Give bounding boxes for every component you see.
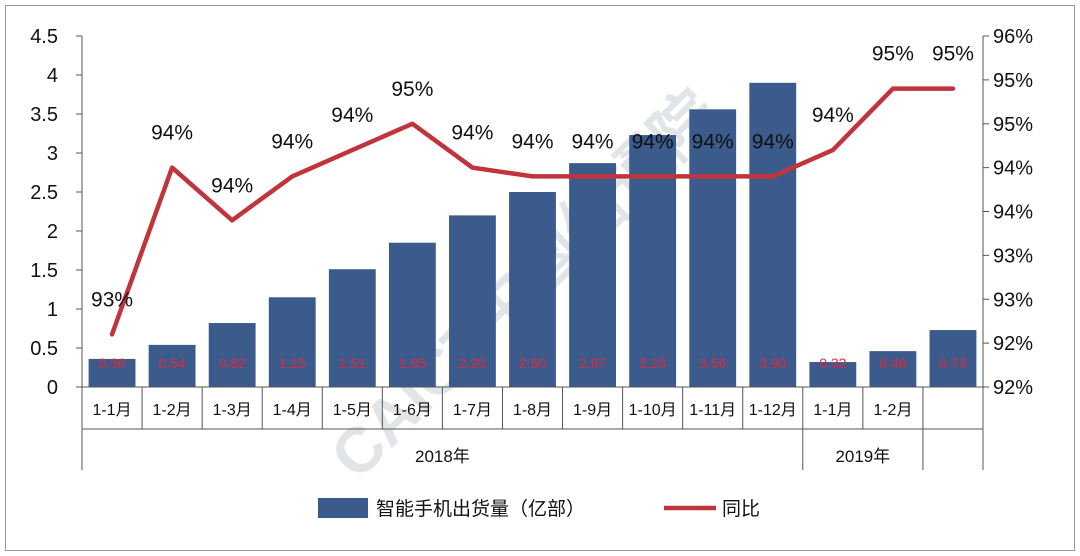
- yoy-value-label: 94%: [632, 130, 674, 153]
- yoy-value-label: 94%: [692, 130, 734, 153]
- yoy-value-label: 95%: [872, 43, 914, 66]
- y-right-tick-label: 92%: [993, 333, 1033, 355]
- bar: [208, 323, 256, 387]
- y-left-tick-label: 1: [47, 299, 58, 321]
- bar: [268, 297, 316, 387]
- category-label: 1-6月: [393, 402, 432, 419]
- y-left-tick-label: 1.5: [30, 260, 58, 282]
- category-label: 1-11月: [689, 402, 736, 419]
- bar-value-label: 0.73: [939, 355, 966, 371]
- category-label: 1-12月: [749, 402, 797, 419]
- group-label: 2019年: [835, 447, 890, 466]
- bar: [869, 351, 917, 387]
- yoy-value-label: 95%: [932, 43, 974, 66]
- y-right-tick-label: 94%: [993, 202, 1033, 224]
- bar-value-label: 1.51: [339, 355, 366, 371]
- category-label: 1-1月: [92, 402, 131, 419]
- bar-value-label: 2.50: [519, 355, 546, 371]
- chart-frame: [5, 5, 1075, 551]
- bar-value-label: 3.23: [639, 355, 666, 371]
- bar: [449, 215, 496, 387]
- bar-value-label: 2.87: [579, 355, 606, 371]
- category-label: 1-2月: [153, 402, 192, 419]
- bar-value-label: 1.15: [279, 355, 306, 371]
- category-label: 1-2月: [873, 402, 912, 419]
- yoy-value-label: 94%: [151, 122, 193, 145]
- y-left-tick-label: 2.5: [30, 182, 58, 204]
- y-left-tick-label: 2: [47, 221, 58, 243]
- y-left-tick-label: 4: [47, 65, 58, 87]
- yoy-value-label: 94%: [271, 130, 313, 153]
- category-label: 1-7月: [453, 402, 492, 419]
- bar-value-label: 0.46: [879, 355, 906, 371]
- yoy-line: [109, 86, 956, 337]
- y-left-tick-label: 0.5: [30, 338, 58, 360]
- bar: [629, 135, 677, 387]
- group-label: 2018年: [415, 447, 470, 466]
- bar: [88, 358, 136, 387]
- bar-value-label: 0.32: [819, 355, 846, 371]
- bar: [328, 269, 376, 387]
- bar-value-label: 0.82: [219, 355, 246, 371]
- legend-line-label: 同比: [722, 498, 760, 520]
- category-label: 1-9月: [573, 402, 612, 419]
- bar: [749, 82, 797, 388]
- y-left-tick-label: 3.5: [30, 104, 58, 126]
- yoy-value-label: 94%: [511, 130, 553, 153]
- y-right-tick-label: 94%: [993, 158, 1033, 180]
- category-label: 1-1月: [813, 402, 852, 419]
- yoy-value-label: 94%: [752, 130, 794, 153]
- legend: 智能手机出货量（亿部） 同比: [318, 498, 760, 520]
- y-left-tick-label: 4.5: [30, 26, 58, 48]
- y-left-tick-label: 3: [47, 143, 58, 165]
- category-label: 1-3月: [213, 402, 252, 419]
- yoy-value-label: 94%: [451, 122, 493, 145]
- bar: [809, 362, 857, 387]
- y-right-tick-label: 96%: [993, 26, 1033, 48]
- y-right-tick-label: 95%: [993, 114, 1033, 136]
- bar: [509, 192, 556, 387]
- bar: [569, 163, 616, 387]
- y-right-tick-label: 93%: [993, 245, 1033, 267]
- yoy-value-label: 95%: [391, 78, 433, 101]
- bar-value-label: 1.85: [399, 355, 426, 371]
- bar-value-label: 0.54: [158, 355, 185, 371]
- bar: [929, 330, 977, 387]
- bar-value-label: 3.90: [759, 355, 786, 371]
- bar-value-label: 3.56: [699, 355, 726, 371]
- y-right-tick-label: 95%: [993, 70, 1033, 92]
- y-left-tick-label: 0: [47, 377, 58, 399]
- category-label: 1-8月: [513, 402, 552, 419]
- yoy-value-label: 94%: [572, 130, 614, 153]
- y-right-tick-label: 93%: [993, 289, 1033, 311]
- category-label: 1-5月: [333, 402, 372, 419]
- bar: [388, 242, 436, 387]
- bar-value-label: 2.20: [459, 355, 486, 371]
- category-label: 1-10月: [629, 402, 677, 419]
- yoy-value-label: 94%: [812, 104, 854, 127]
- category-label: 1-4月: [273, 402, 312, 419]
- y-right-tick-label: 92%: [993, 377, 1033, 399]
- bar-value-label: 0.36: [98, 355, 125, 371]
- yoy-value-label: 94%: [211, 174, 253, 197]
- legend-bar-swatch: [318, 498, 368, 518]
- legend-bar-label: 智能手机出货量（亿部）: [376, 498, 585, 520]
- yoy-value-label: 93%: [91, 288, 133, 311]
- bar: [689, 109, 737, 387]
- bar: [148, 344, 196, 387]
- yoy-value-label: 94%: [331, 104, 373, 127]
